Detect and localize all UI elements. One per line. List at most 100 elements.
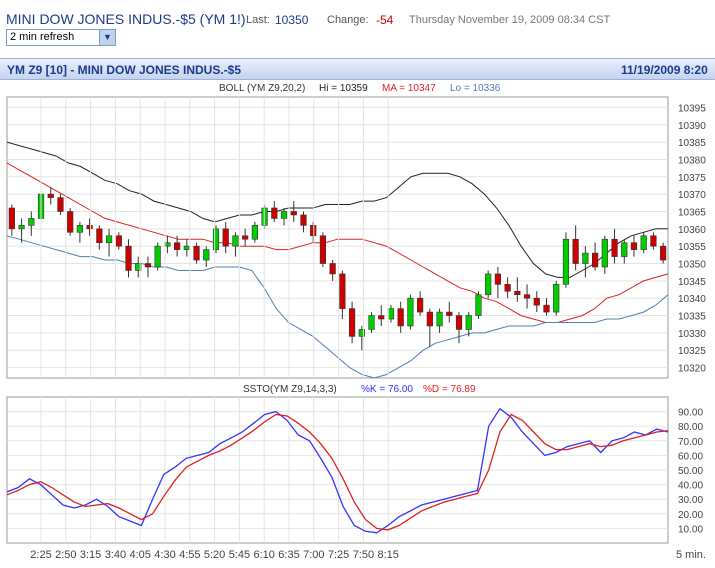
boll-legend-prefix: BOLL (YM Z9,20,2) xyxy=(219,83,305,94)
candle-body xyxy=(47,193,54,198)
x-tick-label: 7:00 xyxy=(303,549,324,561)
chevron-down-icon[interactable]: ▼ xyxy=(99,30,115,45)
chart-title: YM Z9 [10] - MINI DOW JONES INDUS.-$5 xyxy=(7,63,242,77)
candle xyxy=(67,208,74,236)
x-tick-label: 4:55 xyxy=(179,549,200,561)
x-tick-label: 3:40 xyxy=(105,549,126,561)
candle-body xyxy=(28,218,35,226)
price-y-tick-label: 10390 xyxy=(678,121,706,132)
candle xyxy=(562,232,570,288)
candle-body xyxy=(271,207,278,219)
lower-band-line xyxy=(6,235,669,379)
candle-body xyxy=(125,245,132,271)
refresh-select[interactable]: 2 min refresh ▼ xyxy=(6,29,116,46)
candle-body xyxy=(319,235,327,264)
price-y-tick-label: 10345 xyxy=(678,277,706,288)
candle xyxy=(611,228,618,264)
price-y-tick-label: 10370 xyxy=(678,190,706,201)
candle xyxy=(125,239,132,278)
candle xyxy=(174,235,181,257)
candle-body xyxy=(455,315,463,330)
candle xyxy=(28,211,35,236)
candle xyxy=(553,280,560,316)
candle-body xyxy=(621,242,628,257)
candle xyxy=(436,308,443,333)
x-tick-label: 4:30 xyxy=(154,549,175,561)
candle xyxy=(212,225,220,254)
candle-body xyxy=(290,211,297,216)
candle xyxy=(572,225,579,271)
x-tick-label: 5:45 xyxy=(229,549,250,561)
candle xyxy=(251,221,258,243)
candle-body xyxy=(572,238,579,264)
candle xyxy=(203,246,210,267)
x-tick-label: 8:15 xyxy=(377,549,398,561)
stoch-d-line xyxy=(6,413,669,531)
candle-body xyxy=(212,228,220,250)
candle-body xyxy=(18,225,25,230)
price-y-tick-label: 10375 xyxy=(678,173,706,184)
oscillator-y-tick-label: 40.00 xyxy=(678,481,703,492)
candle xyxy=(591,242,599,271)
candle-body xyxy=(310,225,317,237)
candle-body xyxy=(115,235,122,247)
candle-body xyxy=(465,315,472,330)
oscillator-y-tick-label: 90.00 xyxy=(678,408,703,419)
candle-body xyxy=(105,235,113,244)
candle-body xyxy=(183,245,190,250)
ssto-legend: SSTO(YM Z9,14,3,3) %K = 76.00 %D = 76.89 xyxy=(243,384,476,395)
candle xyxy=(543,298,550,316)
candle-body xyxy=(154,245,161,268)
candle-body xyxy=(144,263,152,268)
candle xyxy=(368,312,375,333)
candle-body xyxy=(67,211,74,233)
candle-body xyxy=(174,242,181,250)
candle xyxy=(523,284,531,309)
candle-body xyxy=(485,273,492,296)
candle xyxy=(8,204,15,236)
candle xyxy=(47,187,54,205)
candle xyxy=(57,194,64,215)
candle-body xyxy=(426,311,433,327)
candle-body xyxy=(582,252,589,264)
candle xyxy=(105,228,113,257)
candle-body xyxy=(203,249,210,261)
chart-date: 11/19/2009 8:20 xyxy=(621,63,708,77)
price-pane: 10320 10325 10330 10335 10340 10345 10350 10355… xyxy=(6,96,706,379)
last-label: Last: xyxy=(246,14,270,26)
candle xyxy=(300,211,307,233)
candle xyxy=(533,291,540,313)
candle-body xyxy=(640,235,647,250)
candle-body xyxy=(348,308,356,337)
oscillator-y-tick-label: 10.00 xyxy=(678,524,703,535)
candle xyxy=(621,239,628,264)
ssto-legend-prefix: SSTO(YM Z9,14,3,3) xyxy=(243,384,337,395)
price-y-tick-label: 10360 xyxy=(678,225,706,236)
candle xyxy=(115,232,122,250)
candle xyxy=(290,201,297,222)
candle xyxy=(601,235,608,274)
candle-body xyxy=(378,315,385,320)
x-tick-label: 2:50 xyxy=(55,549,76,561)
price-y-tick-label: 10335 xyxy=(678,312,706,323)
candle xyxy=(242,228,249,247)
candle-body xyxy=(300,214,307,226)
candle xyxy=(96,225,103,250)
candle xyxy=(455,312,463,344)
candle xyxy=(135,256,142,278)
candle xyxy=(310,221,317,243)
price-chart: BOLL (YM Z9,20,2) Hi = 10359 MA = 10347 … xyxy=(6,83,706,561)
price-y-tick-label: 10395 xyxy=(678,103,706,114)
candle-body xyxy=(232,235,239,247)
candle-body xyxy=(533,297,540,306)
candle-body xyxy=(504,284,511,292)
upper-band-line xyxy=(6,141,668,278)
price-y-tick-label: 10385 xyxy=(678,138,706,149)
candle-body xyxy=(358,329,365,337)
candle xyxy=(339,270,346,320)
candle-body xyxy=(611,238,618,257)
candle-body xyxy=(387,308,395,320)
candle-body xyxy=(523,294,531,299)
candle xyxy=(640,232,647,254)
candle xyxy=(417,291,424,316)
